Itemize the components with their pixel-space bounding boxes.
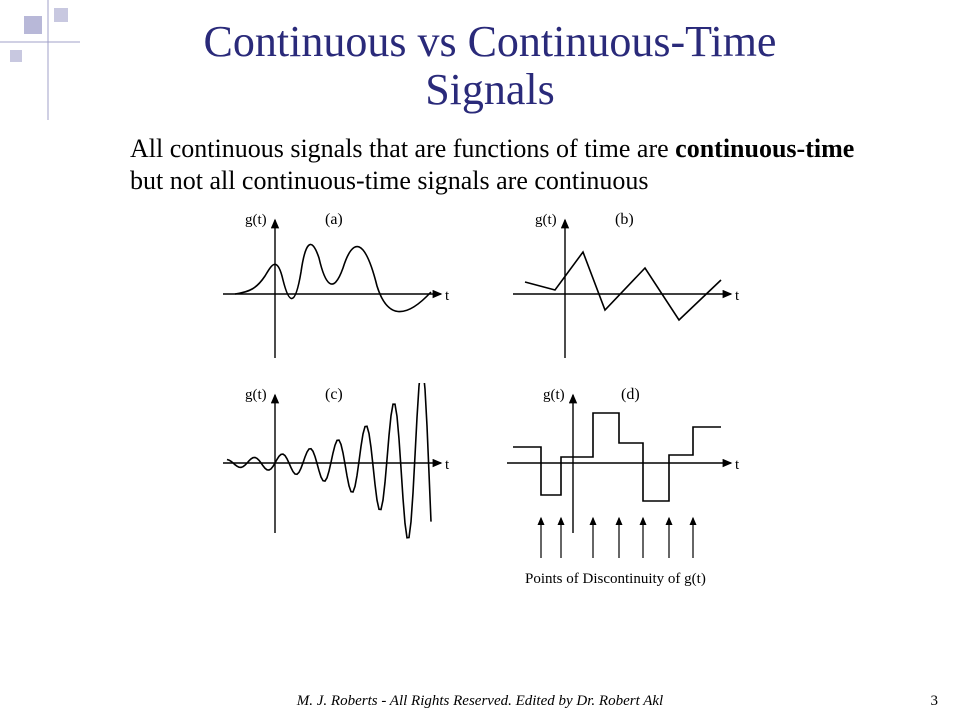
body-paragraph: All continuous signals that are function… — [0, 115, 960, 198]
panel-label-b: (b) — [615, 211, 634, 228]
axis-y-label: g(t) — [535, 212, 557, 228]
signal-curve-a — [235, 244, 431, 311]
axis-x-label: t — [735, 288, 740, 304]
chart-a: g(t) t (a) — [205, 208, 465, 373]
signal-curve-b — [525, 252, 721, 320]
signal-curve-d — [513, 413, 721, 501]
panel-label-a: (a) — [325, 211, 343, 228]
chart-c: g(t) t (c) — [205, 383, 465, 593]
axis-x-label: t — [445, 457, 450, 473]
axis-y-label: g(t) — [245, 387, 267, 403]
axis-x-label: t — [445, 288, 450, 304]
slide-title: Continuous vs Continuous-Time Signals — [0, 0, 960, 115]
chart-b: g(t) t (b) — [495, 208, 755, 373]
figure-area: g(t) t (a) g(t) t (b) g(t) t — [0, 208, 960, 593]
axis-y-label: g(t) — [543, 387, 565, 403]
footer-credit: M. J. Roberts - All Rights Reserved. Edi… — [0, 693, 960, 710]
chart-d: g(t) t (d) Points of Discontinuity of g(… — [495, 383, 755, 593]
chart-grid: g(t) t (a) g(t) t (b) g(t) t — [205, 208, 755, 593]
body-part-2: but not all continuous-time signals are … — [130, 166, 648, 195]
panel-label-d: (d) — [621, 386, 640, 403]
title-line-2: Signals — [425, 65, 555, 114]
signal-curve-c — [227, 383, 431, 538]
title-line-1: Continuous vs Continuous-Time — [204, 17, 777, 66]
body-part-1: All continuous signals that are function… — [130, 134, 675, 163]
discontinuity-caption: Points of Discontinuity of g(t) — [525, 571, 706, 587]
body-bold: continuous-time — [675, 134, 854, 163]
page-number: 3 — [931, 693, 939, 710]
discontinuity-arrows — [541, 518, 693, 558]
axis-y-label: g(t) — [245, 212, 267, 228]
panel-label-c: (c) — [325, 386, 343, 403]
axis-x-label: t — [735, 457, 740, 473]
